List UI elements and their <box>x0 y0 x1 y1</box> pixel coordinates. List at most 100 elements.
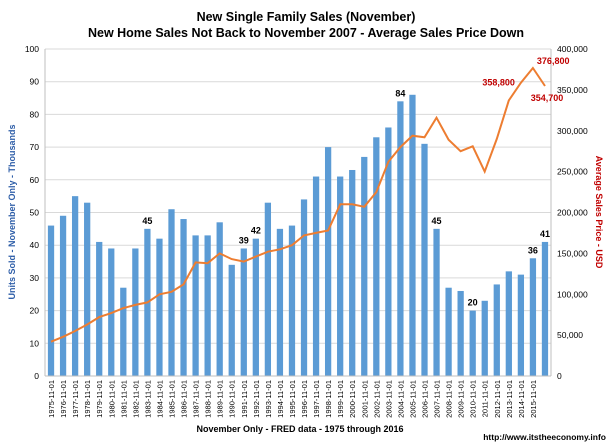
y-tick-label: 40 <box>30 240 40 250</box>
y2-tick-label: 300,000 <box>557 126 588 136</box>
x-tick-label: 1986-11-01 <box>180 380 189 418</box>
bar <box>252 238 259 376</box>
bar <box>433 228 440 376</box>
x-tick-label: 1987-11-01 <box>192 380 201 418</box>
bar <box>216 222 223 376</box>
bar-data-label: 36 <box>528 245 538 255</box>
bar-data-label: 45 <box>142 216 152 226</box>
x-tick-label: 1997-11-01 <box>312 380 321 418</box>
y-tick-label: 90 <box>30 77 40 87</box>
y-axis-label-left: Units Sold - November Only - Thousands <box>7 124 17 299</box>
bar <box>264 202 272 376</box>
bar <box>349 169 356 376</box>
x-tick-label: 2013-11-01 <box>505 380 514 418</box>
bar <box>517 274 525 376</box>
gridlines <box>45 48 551 344</box>
x-tick-label: 1981-11-01 <box>119 380 128 418</box>
bar <box>47 225 55 376</box>
x-tick-label: 1982-11-01 <box>131 380 140 418</box>
x-tick-label: 1975-11-01 <box>47 380 56 418</box>
price-line <box>50 66 546 343</box>
right-axis-ticks: 0 50,000 100,000 150,000 200,000 250,000 300,0… <box>557 44 588 381</box>
x-tick-label: 1999-11-01 <box>336 380 345 418</box>
bar <box>204 235 211 376</box>
bar <box>361 156 368 376</box>
x-tick-label: 1984-11-01 <box>155 380 164 418</box>
y-tick-label: 10 <box>30 338 40 348</box>
x-tick-label: 1985-11-01 <box>168 380 177 418</box>
chart-subtitle: New Home Sales Not Back to November 2007… <box>88 26 524 40</box>
bar <box>541 241 549 376</box>
bar <box>421 143 428 376</box>
price-data-label: 358,800 <box>482 78 515 88</box>
bar <box>156 238 163 376</box>
source-url: http://www.itstheeconomy.info <box>483 432 606 442</box>
x-tick-label: 2008-11-01 <box>445 380 454 418</box>
bar <box>397 101 404 376</box>
x-tick-label: 2009-11-01 <box>457 380 466 418</box>
y2-tick-label: 400,000 <box>557 44 588 54</box>
bar-data-label: 84 <box>395 88 405 98</box>
x-tick-label: 2011-11-01 <box>481 380 490 417</box>
y-tick-label: 20 <box>30 306 40 316</box>
bar-data-label: 41 <box>540 229 550 239</box>
x-tick-label: 2007-11-01 <box>433 380 442 418</box>
bar <box>59 215 67 376</box>
y2-tick-label: 100,000 <box>557 289 588 299</box>
bar-data-label: 20 <box>468 298 478 308</box>
x-tick-label: 1993-11-01 <box>264 380 273 418</box>
y-tick-label: 70 <box>30 142 40 152</box>
x-tick-label: 2002-11-01 <box>372 380 381 418</box>
x-tick-label: 2006-11-01 <box>421 380 430 418</box>
x-axis-ticks: 1975-11-01 1976-11-01 1977-11-01 1978-11-01… <box>47 380 538 418</box>
left-axis-ticks: 0 10 20 30 40 50 60 70 80 90 100 <box>25 44 39 381</box>
bar <box>445 287 452 376</box>
bar <box>300 199 308 376</box>
bar <box>324 147 332 376</box>
x-tick-label: 2003-11-01 <box>384 380 393 418</box>
x-tick-label: 1991-11-01 <box>240 380 249 418</box>
x-tick-label: 2015-11-01 <box>529 380 538 418</box>
x-tick-label: 2005-11-01 <box>408 380 417 418</box>
bar-data-label: 42 <box>251 226 261 236</box>
bar <box>276 228 284 376</box>
bar <box>120 287 127 376</box>
bar <box>529 258 537 376</box>
x-tick-label: 1983-11-01 <box>143 380 152 418</box>
bar <box>96 241 103 376</box>
x-tick-label: 2000-11-01 <box>348 380 357 418</box>
x-axis-label: November Only - FRED data - 1975 through… <box>196 424 403 434</box>
x-tick-label: 1990-11-01 <box>228 380 237 418</box>
bar <box>71 196 79 376</box>
chart-title: New Single Family Sales (November) <box>197 10 416 24</box>
price-data-labels: 358,800 376,800 354,700 <box>482 56 569 103</box>
x-tick-label: 2010-11-01 <box>469 380 478 418</box>
y2-tick-label: 150,000 <box>557 248 588 258</box>
y-tick-label: 60 <box>30 175 40 185</box>
bar <box>385 127 392 376</box>
y-axis-label-right: Average Sales Price - USD <box>594 156 604 269</box>
bar-data-label: 39 <box>239 235 249 245</box>
x-tick-label: 1976-11-01 <box>59 380 68 418</box>
bar <box>505 271 512 376</box>
bar <box>481 300 488 376</box>
bar <box>493 284 500 376</box>
x-tick-label: 2004-11-01 <box>396 380 405 418</box>
price-data-label: 376,800 <box>537 56 570 66</box>
y2-tick-label: 50,000 <box>557 330 583 340</box>
x-tick-label: 1998-11-01 <box>324 380 333 418</box>
bar <box>337 176 344 376</box>
x-tick-label: 1996-11-01 <box>300 380 309 418</box>
y-tick-label: 80 <box>30 109 40 119</box>
x-tick-label: 1977-11-01 <box>71 380 80 418</box>
y-tick-label: 0 <box>34 371 39 381</box>
x-tick-label: 1994-11-01 <box>276 380 285 418</box>
bar <box>228 264 235 376</box>
bar-series <box>47 94 549 376</box>
axes <box>44 49 552 377</box>
bar <box>288 225 296 376</box>
y-tick-label: 50 <box>30 208 40 218</box>
bar <box>469 310 476 376</box>
